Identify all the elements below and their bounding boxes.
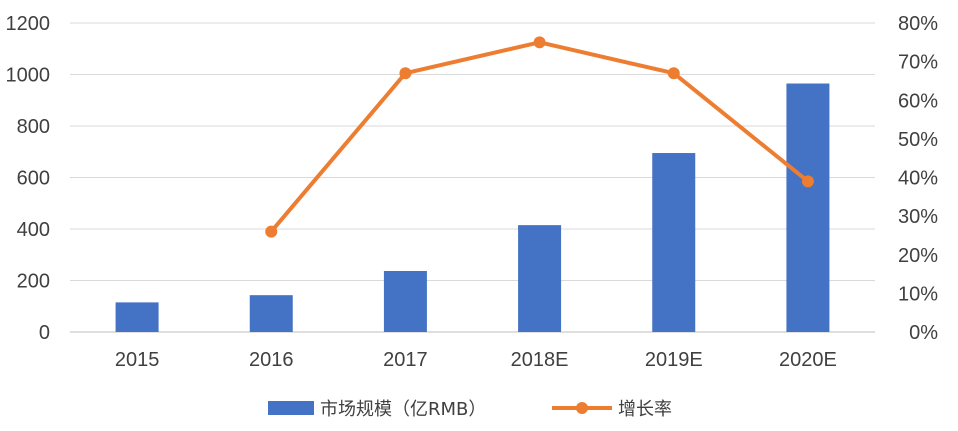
left-tick-label: 1000	[6, 65, 51, 87]
bar	[652, 153, 696, 332]
x-tick-label: 2020E	[779, 349, 837, 371]
legend-swatch-marker	[576, 402, 588, 414]
left-tick-label: 800	[17, 116, 50, 138]
gridlines	[70, 22, 875, 333]
legend-swatch-bar	[268, 401, 314, 415]
growth-line	[269, 40, 810, 233]
right-tick-label: 10%	[898, 283, 938, 305]
line-point	[667, 67, 680, 80]
bar	[383, 270, 427, 332]
line-point	[533, 36, 546, 49]
x-tick-label: 2019E	[645, 349, 703, 371]
bar	[249, 295, 293, 332]
bar-series	[115, 83, 830, 332]
right-axis-ticks: 0% 10% 20% 30% 40% 50% 60% 70% 80%	[898, 13, 938, 344]
right-tick-label: 50%	[898, 129, 938, 151]
right-tick-label: 70%	[898, 52, 938, 74]
right-tick-label: 40%	[898, 168, 938, 190]
line-point	[801, 175, 814, 188]
left-tick-label: 400	[17, 219, 50, 241]
x-tick-label: 2016	[249, 349, 294, 371]
x-tick-label: 2015	[115, 349, 160, 371]
bar	[518, 225, 562, 332]
left-axis-ticks: 0 200 400 600 800 1000 1200	[6, 13, 51, 344]
right-tick-label: 30%	[898, 206, 938, 228]
bar	[115, 302, 159, 332]
left-tick-label: 0	[39, 322, 50, 344]
left-tick-label: 200	[17, 271, 50, 293]
line-point	[265, 225, 278, 238]
x-tick-label: 2017	[383, 349, 428, 371]
left-tick-label: 1200	[6, 13, 51, 35]
line-series	[265, 36, 814, 238]
right-tick-label: 0%	[909, 322, 938, 344]
bar	[786, 83, 830, 332]
line-point	[399, 67, 412, 80]
right-tick-label: 80%	[898, 13, 938, 35]
legend: 市场规模（亿RMB） 增长率	[268, 399, 672, 420]
x-tick-label: 2018E	[511, 349, 569, 371]
right-tick-label: 20%	[898, 245, 938, 267]
legend-label-bar: 市场规模（亿RMB）	[320, 399, 486, 420]
x-axis-ticks: 2015 2016 2017 2018E 2019E 2020E	[115, 349, 837, 371]
right-tick-label: 60%	[898, 90, 938, 112]
left-tick-label: 600	[17, 168, 50, 190]
legend-label-line: 增长率	[618, 399, 672, 420]
